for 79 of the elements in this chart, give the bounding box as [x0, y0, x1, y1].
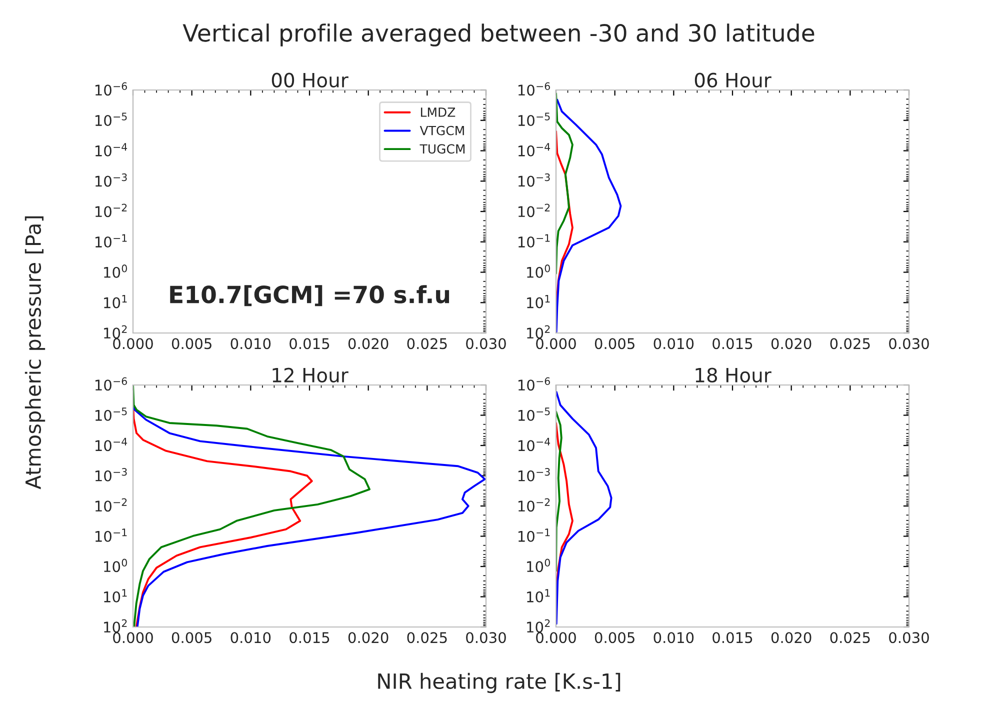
y-tick-label: 10$^{−5}$	[95, 408, 127, 421]
x-tick-label: 0.005	[172, 338, 212, 350]
y-tick-label: 10$^{−6}$	[95, 377, 127, 391]
x-tick-label: 0.005	[172, 632, 212, 644]
legend-label: LMDZ	[420, 108, 456, 117]
x-tick-label: 0.015	[290, 338, 330, 350]
x-tick-label: 0.015	[712, 632, 752, 644]
y-tick-label: 10$^{−6}$	[518, 377, 550, 391]
y-tick-label: 10$^{−4}$	[95, 438, 128, 452]
y-tick-label: 10$^{0}$	[104, 558, 127, 572]
x-tick-label: 0.015	[712, 338, 752, 350]
x-tick-label: 0.000	[536, 632, 576, 644]
x-tick-label: 0.030	[889, 338, 929, 350]
x-tick-label: 0.030	[466, 632, 506, 644]
x-tick-label: 0.000	[536, 338, 576, 350]
x-tick-label: 0.025	[830, 338, 870, 350]
y-tick-label: 10$^{−1}$	[95, 234, 127, 248]
y-tick-label: 10$^{−4}$	[518, 143, 550, 156]
y-tick-label: 10$^{−1}$	[95, 528, 127, 542]
y-tick-label: 10$^{−6}$	[518, 82, 550, 96]
y-tick-label: 10$^{−2}$	[518, 204, 550, 218]
y-tick-label: 10$^{−6}$	[95, 82, 127, 96]
y-tick-label: 10$^{0}$	[104, 264, 127, 278]
y-tick-label: 10$^{2}$	[104, 619, 127, 633]
x-tick-label: 0.030	[889, 632, 929, 644]
y-tick-label: 10$^{−3}$	[95, 173, 127, 187]
x-tick-label: 0.010	[230, 632, 271, 644]
x-axis-title: NIR heating rate [K.s-1]	[378, 672, 620, 694]
x-tick-label: 0.015	[290, 632, 330, 644]
line-series	[556, 410, 562, 572]
y-tick-label: 10$^{−2}$	[95, 498, 127, 512]
line-series	[556, 390, 612, 625]
x-tick-label: 0.025	[830, 632, 870, 644]
x-tick-label: 0.010	[230, 338, 271, 350]
y-tick-label: 10$^{0}$	[527, 558, 550, 572]
y-tick-label: 10$^{−5}$	[518, 112, 550, 126]
y-tick-label: 10$^{1}$	[527, 295, 550, 308]
x-tick-label: 0.000	[113, 338, 153, 350]
y-tick-label: 10$^{−2}$	[95, 204, 127, 218]
x-tick-label: 0.025	[407, 632, 447, 644]
legend-label: VTGCM	[420, 126, 464, 136]
y-tick-label: 10$^{−5}$	[95, 112, 127, 126]
y-tick-label: 10$^{−1}$	[518, 528, 550, 542]
x-tick-label: 0.020	[771, 338, 812, 350]
x-tick-label: 0.020	[771, 632, 812, 644]
x-tick-label: 0.020	[348, 338, 388, 350]
y-tick-label: 10$^{−4}$	[518, 438, 550, 452]
y-axis-title: Atmospheric pressure [Pa]	[24, 216, 46, 490]
x-tick-label: 0.020	[348, 632, 388, 644]
x-tick-label: 0.025	[407, 338, 447, 350]
annotation: E10.7[GCM] =70 s.f.u	[170, 285, 450, 306]
y-tick-label: 10$^{1}$	[527, 589, 550, 602]
y-tick-label: 10$^{−3}$	[518, 173, 550, 187]
x-tick-label: 0.005	[594, 338, 634, 350]
chart-title: 00 Hour	[272, 72, 348, 88]
x-tick-label: 0.030	[466, 338, 506, 350]
y-tick-label: 10$^{−3}$	[518, 468, 550, 482]
x-tick-label: 0.010	[654, 632, 694, 644]
legend-label: TUGCM	[420, 144, 465, 154]
x-tick-label: 0.005	[594, 632, 634, 644]
y-tick-label: 10$^{−1}$	[518, 234, 550, 248]
chart-title: 06 Hour	[694, 72, 772, 88]
y-tick-label: 10$^{2}$	[104, 325, 127, 339]
y-tick-label: 10$^{−2}$	[518, 498, 550, 512]
y-tick-label: 10$^{−5}$	[518, 408, 550, 421]
chart-title: 18 Hour	[696, 368, 772, 382]
y-tick-label: 10$^{0}$	[527, 264, 550, 278]
line-series	[556, 92, 574, 274]
y-tick-label: 10$^{−4}$	[95, 143, 128, 156]
y-tick-label: 10$^{1}$	[104, 589, 127, 602]
y-tick-label: 10$^{2}$	[527, 619, 550, 633]
text: Vertical profile averaged between -30 and 30 latitude	[182, 24, 814, 46]
y-tick-label: 10$^{2}$	[527, 325, 550, 339]
line-series	[556, 98, 622, 333]
y-tick-label: 10$^{1}$	[104, 295, 127, 308]
x-tick-label: 0.000	[113, 632, 153, 644]
y-tick-label: 10$^{−3}$	[95, 468, 127, 482]
x-tick-label: 0.010	[654, 338, 694, 350]
chart-title: 12 Hour	[272, 368, 348, 382]
